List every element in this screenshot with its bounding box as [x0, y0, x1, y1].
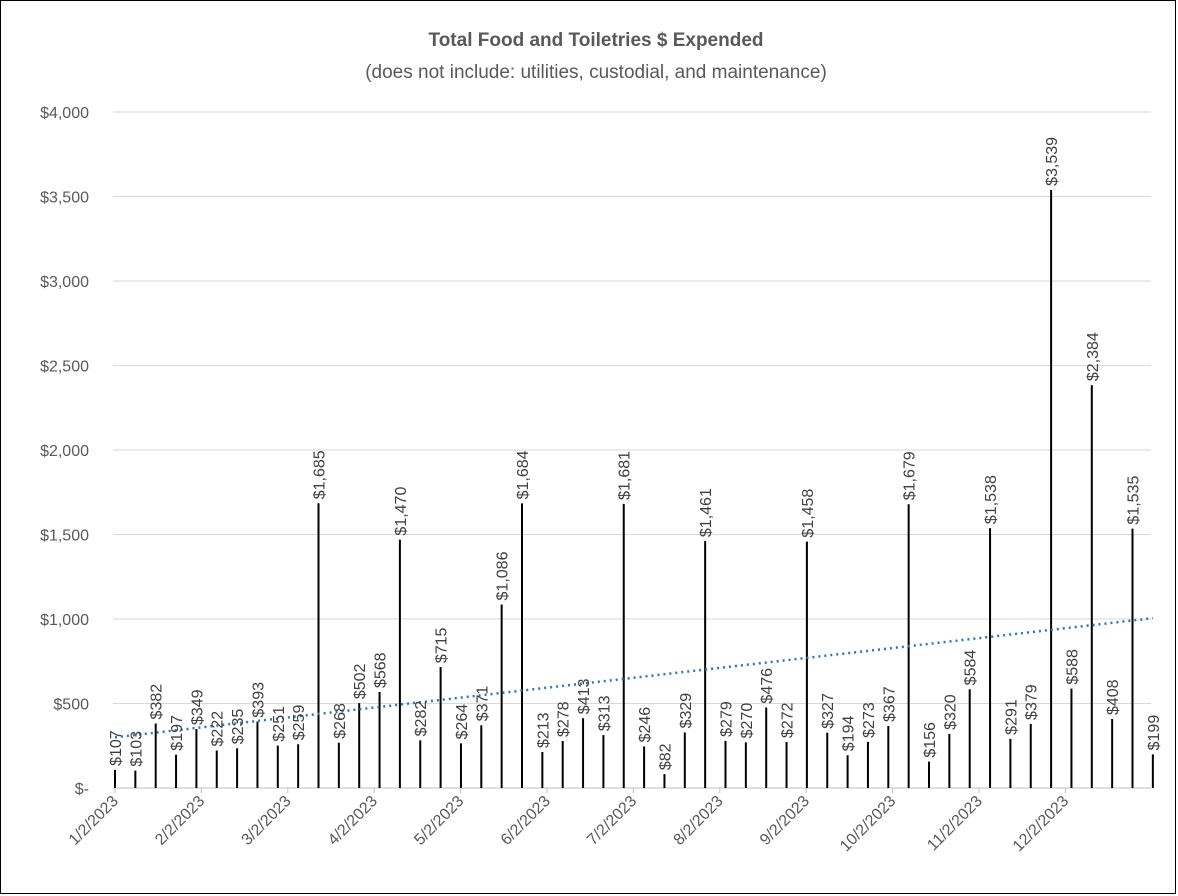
- data-label: $393: [250, 682, 267, 718]
- data-label: $103: [128, 731, 145, 767]
- x-tick-label: 2/2/2023: [152, 793, 208, 849]
- data-labels: $107 $103$382$197$349$222 $235$393$251 $259…: [108, 137, 1163, 770]
- data-label: $199: [1146, 715, 1163, 751]
- data-label: $82: [657, 743, 674, 770]
- y-tick-label: $1,000: [40, 612, 89, 629]
- data-label: $320: [942, 694, 959, 730]
- x-tick-label: 7/2/2023: [584, 793, 640, 849]
- x-tick-label: 6/2/2023: [498, 793, 554, 849]
- data-label: $476: [759, 668, 776, 704]
- data-label: $1,461: [698, 488, 715, 537]
- data-label: $197: [169, 715, 186, 751]
- gridlines: [113, 111, 1151, 789]
- x-tick-label: 11/2/2023: [924, 793, 986, 855]
- x-tick-label: 1/2/2023: [66, 793, 122, 849]
- data-label: $584: [963, 650, 980, 686]
- y-tick-label: $2,500: [40, 359, 89, 376]
- y-axis-ticks: $- $500 $1,000 $1,500 $2,000 $2,500 $3,000 $3,5…: [40, 105, 89, 798]
- y-tick-label: $1,500: [40, 528, 89, 545]
- data-label: $291: [1003, 699, 1020, 735]
- data-label: $379: [1024, 684, 1041, 720]
- data-label: $264: [454, 704, 471, 740]
- data-label: $246: [637, 707, 654, 743]
- data-label: $502: [352, 663, 369, 699]
- y-tick-label: $3,500: [40, 190, 89, 207]
- data-label: $282: [413, 701, 430, 737]
- x-tick-label: 5/2/2023: [411, 793, 467, 849]
- data-label: $3,539: [1044, 137, 1061, 186]
- data-label: $194: [841, 716, 858, 752]
- data-label: $1,679: [902, 451, 919, 500]
- x-tick-label: 10/2/2023: [837, 793, 899, 855]
- chart-title: Total Food and Toiletries $ Expended: [429, 30, 764, 51]
- data-label: $413: [576, 679, 593, 715]
- data-label: $568: [373, 652, 390, 688]
- x-tick-label: 4/2/2023: [325, 793, 381, 849]
- data-label: $367: [881, 686, 898, 722]
- data-label: $107: [108, 730, 125, 766]
- bars: [114, 189, 1154, 788]
- x-tick-label: 3/2/2023: [239, 793, 295, 849]
- data-label: $313: [596, 695, 613, 731]
- trendline: [114, 616, 1153, 739]
- data-label: $1,470: [393, 487, 410, 536]
- data-label: $1,685: [312, 450, 329, 499]
- y-tick-label: $2,000: [40, 443, 89, 460]
- x-tick-label: 9/2/2023: [757, 793, 813, 849]
- y-tick-label: $-: [75, 781, 89, 798]
- data-label: $278: [556, 701, 573, 737]
- data-label: $272: [780, 702, 797, 738]
- data-label: $715: [434, 627, 451, 663]
- data-label: $270: [739, 703, 756, 739]
- y-tick-label: $500: [53, 697, 89, 714]
- x-tick-label: 12/2/2023: [1010, 793, 1072, 855]
- data-label: $235: [230, 709, 247, 745]
- data-label: $408: [1105, 679, 1122, 715]
- data-label: $251: [271, 706, 288, 742]
- data-label: $213: [535, 712, 552, 748]
- x-tick-label: 8/2/2023: [671, 793, 727, 849]
- data-label: $382: [149, 684, 166, 720]
- data-label: $371: [474, 686, 491, 722]
- data-label: $1,086: [495, 551, 512, 600]
- data-label: $1,538: [983, 475, 1000, 524]
- y-tick-label: $3,000: [40, 274, 89, 291]
- data-label: $1,681: [617, 451, 634, 500]
- data-label: $222: [210, 711, 227, 747]
- data-label: $1,684: [515, 450, 532, 499]
- trendline-path: [114, 616, 1153, 739]
- data-label: $259: [291, 705, 308, 741]
- y-tick-label: $4,000: [40, 105, 89, 122]
- data-label: $268: [332, 703, 349, 739]
- data-label: $349: [189, 689, 206, 725]
- data-label: $329: [678, 693, 695, 729]
- data-label: $156: [922, 722, 939, 758]
- x-axis-ticks: 1/2/2023 2/2/2023 3/2/2023 4/2/2023 5/2/2023…: [66, 788, 1072, 855]
- chart-subtitle: (does not include: utilities, custodial,…: [365, 62, 827, 83]
- data-label: $279: [719, 701, 736, 737]
- data-label: $327: [820, 693, 837, 729]
- data-label: $2,384: [1085, 332, 1102, 381]
- data-label: $588: [1064, 649, 1081, 685]
- data-label: $1,535: [1126, 476, 1143, 525]
- data-label: $1,458: [800, 489, 817, 538]
- data-label: $273: [861, 702, 878, 738]
